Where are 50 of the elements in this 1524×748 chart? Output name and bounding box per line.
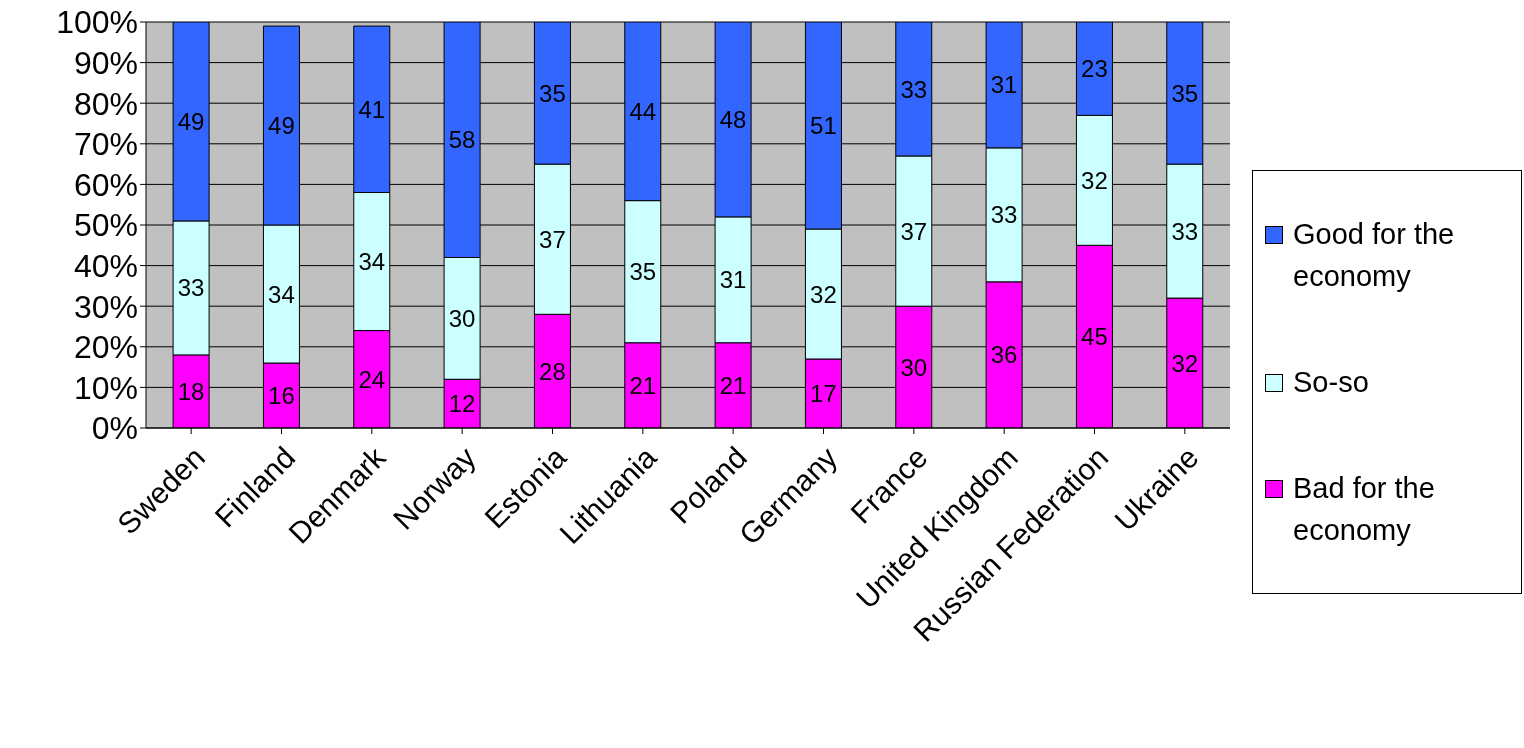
y-tick-label: 70% xyxy=(73,126,138,163)
data-label: 49 xyxy=(268,112,295,140)
y-tick-label: 60% xyxy=(73,166,138,203)
data-label: 32 xyxy=(1081,166,1108,194)
data-label: 37 xyxy=(900,217,928,245)
data-label: 35 xyxy=(629,258,657,286)
data-label: 30 xyxy=(900,353,928,381)
data-label: 37 xyxy=(539,225,566,253)
legend-label: So-so xyxy=(1293,365,1369,400)
y-tick-label: 50% xyxy=(73,207,138,244)
data-label: 31 xyxy=(719,266,747,294)
data-label: 48 xyxy=(719,105,747,133)
data-label: 33 xyxy=(990,201,1018,229)
data-label: 33 xyxy=(900,75,928,103)
legend-label: Bad for the economy xyxy=(1293,471,1436,548)
data-label: 44 xyxy=(629,97,657,125)
data-label: 33 xyxy=(177,274,205,302)
legend-label: Good for the economy xyxy=(1293,217,1456,294)
data-label: 49 xyxy=(177,107,205,135)
data-label: 34 xyxy=(268,280,295,308)
data-label: 30 xyxy=(448,304,476,332)
data-label: 21 xyxy=(719,371,747,399)
y-tick-label: 100% xyxy=(56,4,138,41)
data-label: 18 xyxy=(177,377,205,405)
data-label: 23 xyxy=(1081,55,1108,83)
data-label: 51 xyxy=(810,112,837,140)
y-tick-label: 0% xyxy=(91,410,138,447)
y-tick-label: 40% xyxy=(73,247,138,284)
y-tick-label: 30% xyxy=(73,288,138,325)
data-label: 16 xyxy=(268,382,295,410)
data-label: 35 xyxy=(1171,79,1199,107)
data-label: 45 xyxy=(1081,323,1108,351)
data-label: 17 xyxy=(810,380,837,408)
data-label: 36 xyxy=(990,341,1018,369)
y-tick-label: 90% xyxy=(73,44,138,81)
data-label: 32 xyxy=(1171,349,1199,377)
data-label: 41 xyxy=(358,95,386,123)
data-label: 24 xyxy=(358,365,386,393)
y-tick-label: 20% xyxy=(73,329,138,366)
data-label: 33 xyxy=(1171,217,1199,245)
y-tick-label: 10% xyxy=(73,369,138,406)
data-label: 32 xyxy=(810,280,837,308)
data-label: 21 xyxy=(629,371,657,399)
data-label: 31 xyxy=(990,71,1018,99)
y-tick-label: 80% xyxy=(73,85,138,122)
data-label: 58 xyxy=(448,126,476,154)
data-label: 34 xyxy=(358,248,386,276)
data-label: 28 xyxy=(539,357,566,385)
data-label: 35 xyxy=(539,79,566,107)
data-label: 12 xyxy=(448,390,476,418)
